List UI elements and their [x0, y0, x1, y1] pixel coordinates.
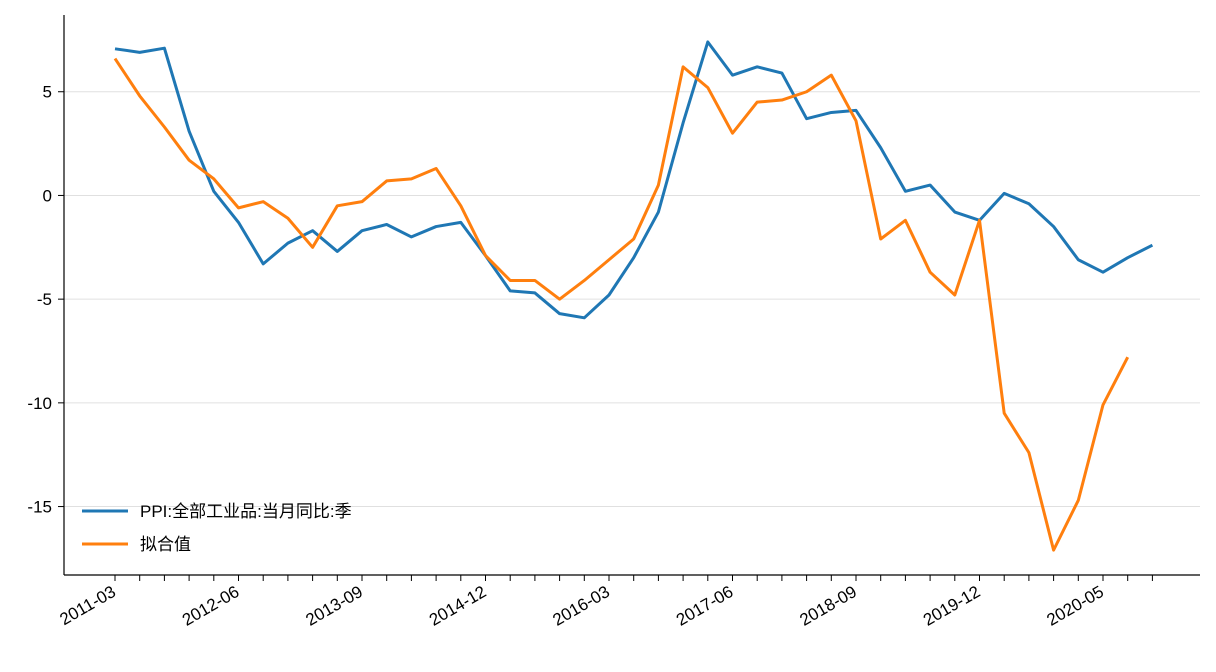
x-tick-label: 2016-03 [549, 582, 613, 630]
y-tick-label: -5 [37, 290, 52, 309]
y-tick-label: 5 [43, 83, 52, 102]
x-tick-label: 2013-09 [302, 582, 366, 630]
y-tick-label: 0 [43, 186, 52, 205]
line [113, 57, 1130, 552]
y-tick-label: -10 [27, 394, 52, 413]
x-tick-label: 2019-12 [920, 582, 984, 630]
legend-label: 拟合值 [140, 535, 191, 554]
legend-label: PPI:全部工业品:当月同比:季 [140, 502, 352, 521]
x-tick-label: 2014-12 [426, 582, 490, 630]
x-tick-label: 2020-05 [1043, 582, 1107, 630]
x-tick-label: 2017-06 [673, 582, 737, 630]
x-tick-label: 2018-09 [796, 582, 860, 630]
y-tick-label: -15 [27, 498, 52, 517]
x-tick-label: 2011-03 [57, 582, 119, 629]
x-tick-label: 2012-06 [179, 582, 243, 630]
line [114, 40, 1154, 320]
